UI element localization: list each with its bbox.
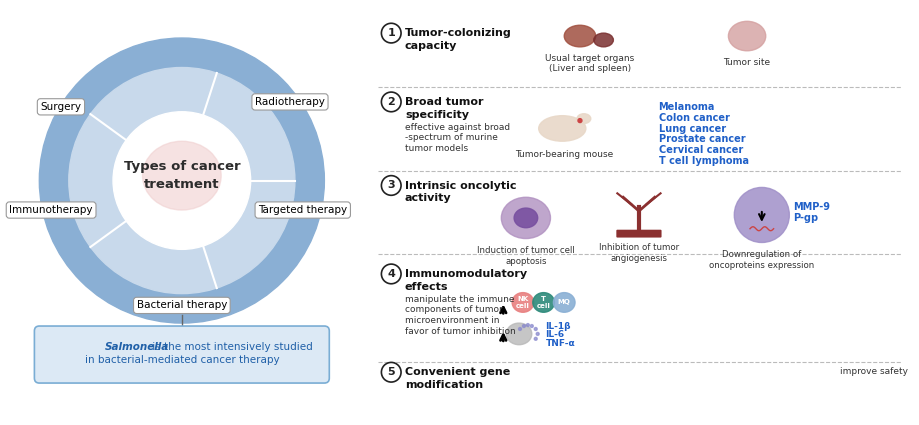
Text: T cell lymphoma: T cell lymphoma [658,156,748,166]
Text: Radiotherapy: Radiotherapy [255,97,324,107]
Ellipse shape [576,114,590,124]
Circle shape [381,92,401,112]
Text: Lung cancer: Lung cancer [658,124,725,133]
Text: Melanoma: Melanoma [658,102,714,112]
Circle shape [733,187,789,243]
Circle shape [522,325,525,328]
Circle shape [536,332,539,335]
Circle shape [69,68,295,294]
Text: Targeted therapy: Targeted therapy [258,205,347,215]
Text: activity: activity [404,193,451,203]
Text: effects: effects [404,282,448,292]
Circle shape [113,112,250,249]
Text: Surgery: Surgery [40,102,82,112]
Ellipse shape [728,21,765,51]
Circle shape [534,328,537,331]
Text: MMP-9: MMP-9 [792,202,829,212]
Circle shape [381,176,401,196]
Text: modification: modification [404,380,482,390]
Text: Prostate cancer: Prostate cancer [658,134,744,145]
Text: effective against broad: effective against broad [404,122,509,132]
Text: 3: 3 [387,181,394,190]
Circle shape [381,264,401,284]
Ellipse shape [142,141,221,210]
Text: Bacterial therapy: Bacterial therapy [137,300,227,310]
Text: Broad tumor: Broad tumor [404,97,483,107]
Text: TNF-α: TNF-α [545,339,574,348]
Circle shape [526,323,528,326]
Text: -spectrum of murine: -spectrum of murine [404,133,497,142]
Circle shape [534,337,537,340]
Text: Immunotherapy: Immunotherapy [9,205,93,215]
Ellipse shape [514,208,537,228]
Ellipse shape [505,323,531,345]
Text: Salmonella: Salmonella [105,342,169,351]
Text: manipulate the immune: manipulate the immune [404,295,514,303]
Text: Inhibition of tumor
angiogenesis: Inhibition of tumor angiogenesis [598,244,678,263]
Ellipse shape [501,197,550,238]
Text: Intrinsic oncolytic: Intrinsic oncolytic [404,181,516,190]
Text: Immunomodulatory: Immunomodulatory [404,269,527,279]
Ellipse shape [553,293,574,312]
Text: specificity: specificity [404,110,469,120]
Text: in bacterial-mediated cancer therapy: in bacterial-mediated cancer therapy [85,355,278,366]
Text: tumor models: tumor models [404,144,468,153]
Text: microenvironment in: microenvironment in [404,316,499,325]
Text: IL-1β: IL-1β [545,322,571,331]
Circle shape [577,119,582,122]
Text: NK
cell: NK cell [516,296,529,309]
Text: 1: 1 [387,28,394,38]
Text: improve safety: improve safety [840,367,907,376]
Text: MQ: MQ [557,300,570,306]
Text: Colon cancer: Colon cancer [658,113,729,123]
FancyBboxPatch shape [34,326,329,383]
FancyBboxPatch shape [616,230,661,238]
Text: Cervical cancer: Cervical cancer [658,145,742,155]
Ellipse shape [512,293,533,312]
Circle shape [381,363,401,382]
Text: Induction of tumor cell
apoptosis: Induction of tumor cell apoptosis [477,246,574,266]
Text: Types of cancer
treatment: Types of cancer treatment [123,160,240,191]
Text: Usual target organs
(Liver and spleen): Usual target organs (Liver and spleen) [545,54,634,73]
Text: 5: 5 [387,367,394,377]
Text: Convenient gene: Convenient gene [404,367,510,377]
Text: 4: 4 [387,269,395,279]
Circle shape [518,328,521,331]
Text: is the most intensively studied: is the most intensively studied [149,342,312,351]
Text: IL-6: IL-6 [545,330,564,340]
Circle shape [381,23,401,43]
Ellipse shape [532,293,554,312]
Text: capacity: capacity [404,41,457,51]
Circle shape [529,325,533,328]
Text: components of tumor: components of tumor [404,306,502,314]
Text: Tumor-bearing mouse: Tumor-bearing mouse [515,150,613,159]
Text: favor of tumor inhibition: favor of tumor inhibition [404,327,516,336]
Text: 2: 2 [387,97,394,107]
Text: P-gp: P-gp [792,213,818,223]
Ellipse shape [593,33,613,47]
Circle shape [40,38,324,323]
Ellipse shape [539,116,585,141]
Ellipse shape [563,25,595,47]
Text: Downregulation of
oncoproteins expression: Downregulation of oncoproteins expressio… [709,250,813,270]
Text: Tumor-colonizing: Tumor-colonizing [404,28,511,38]
Text: T
cell: T cell [536,296,550,309]
Text: Tumor site: Tumor site [722,58,770,67]
